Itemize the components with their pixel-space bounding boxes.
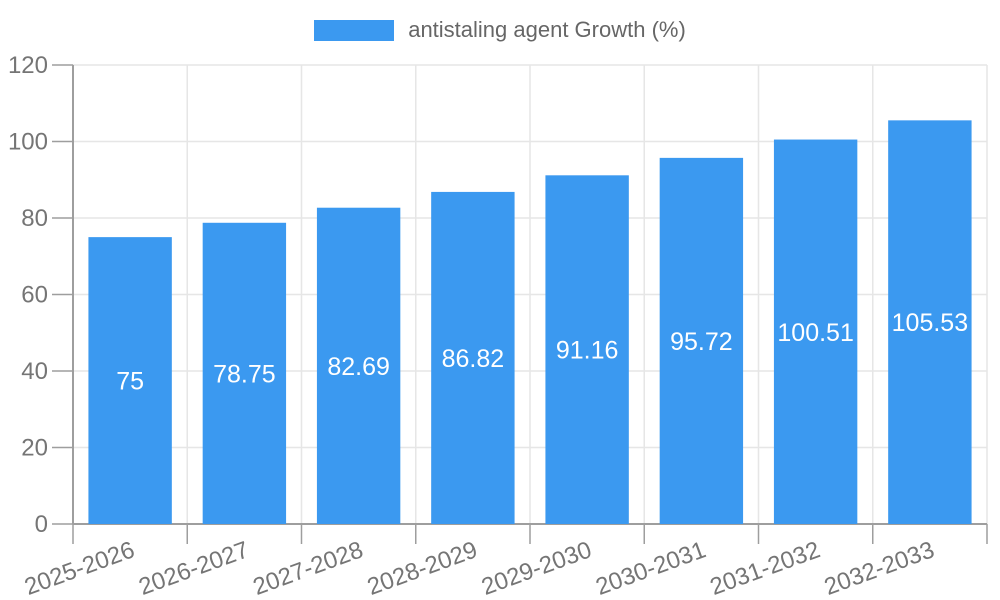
x-axis-tick-label: 2031-2032 bbox=[707, 536, 824, 600]
bar-2031-2032[interactable] bbox=[773, 139, 858, 524]
bar-value-label: 78.75 bbox=[213, 360, 276, 388]
y-axis-tick-label: 40 bbox=[21, 358, 48, 385]
x-axis-tick-label: 2032-2033 bbox=[821, 536, 938, 600]
x-axis-tick-label: 2029-2030 bbox=[478, 536, 595, 600]
y-axis-tick-label: 80 bbox=[21, 205, 48, 232]
y-axis-tick-label: 20 bbox=[21, 435, 48, 462]
x-axis-tick-label: 2025-2026 bbox=[21, 536, 138, 600]
chart-legend[interactable]: antistaling agent Growth (%) bbox=[0, 14, 1000, 46]
x-axis-tick-label: 2026-2027 bbox=[135, 536, 252, 600]
bar-2030-2031[interactable] bbox=[659, 157, 744, 524]
bar-2026-2027[interactable] bbox=[202, 222, 287, 524]
bar-value-label: 95.72 bbox=[670, 328, 733, 356]
x-axis-tick-label: 2030-2031 bbox=[592, 536, 709, 600]
y-axis-tick-label: 100 bbox=[8, 129, 48, 156]
bar-2027-2028[interactable] bbox=[316, 207, 401, 524]
bar-value-label: 75 bbox=[116, 368, 144, 396]
x-axis-tick-label: 2027-2028 bbox=[250, 536, 367, 600]
bar-value-label: 105.53 bbox=[892, 309, 968, 337]
bar-2028-2029[interactable] bbox=[431, 191, 515, 524]
bar-value-label: 82.69 bbox=[327, 353, 390, 381]
bar-value-label: 100.51 bbox=[777, 319, 853, 347]
y-axis-tick-label: 120 bbox=[8, 52, 48, 79]
x-axis-tick-label: 2028-2029 bbox=[364, 536, 481, 600]
bar-2029-2030[interactable] bbox=[545, 175, 629, 525]
bar-value-label: 91.16 bbox=[556, 337, 619, 365]
bar-2032-2033[interactable] bbox=[888, 120, 972, 524]
bar-2025-2026[interactable] bbox=[88, 237, 172, 524]
y-axis-tick-label: 60 bbox=[21, 282, 48, 309]
bar-value-label: 86.82 bbox=[442, 345, 505, 373]
y-axis-tick-label: 0 bbox=[35, 511, 48, 538]
legend-swatch[interactable] bbox=[314, 19, 395, 41]
legend-label: antistaling agent Growth (%) bbox=[408, 17, 686, 42]
